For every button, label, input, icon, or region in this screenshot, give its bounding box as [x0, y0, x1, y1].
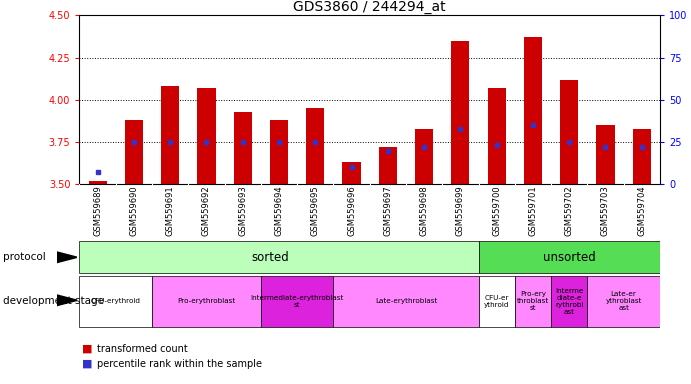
- Text: GSM559701: GSM559701: [529, 185, 538, 236]
- Title: GDS3860 / 244294_at: GDS3860 / 244294_at: [294, 0, 446, 14]
- Bar: [306, 108, 324, 184]
- Text: GSM559692: GSM559692: [202, 185, 211, 236]
- Text: GSM559693: GSM559693: [238, 185, 247, 236]
- Bar: [379, 147, 397, 184]
- Text: CFU-er
ythroid: CFU-er ythroid: [484, 295, 509, 308]
- Text: GSM559703: GSM559703: [601, 185, 610, 236]
- Text: protocol: protocol: [3, 252, 46, 262]
- Polygon shape: [57, 252, 77, 263]
- Bar: [451, 41, 469, 184]
- Bar: [343, 162, 361, 184]
- Bar: [633, 129, 651, 184]
- Text: GSM559697: GSM559697: [384, 185, 392, 236]
- Text: GSM559696: GSM559696: [347, 185, 356, 236]
- Bar: [596, 125, 614, 184]
- Bar: [478, 276, 515, 327]
- Text: GSM559704: GSM559704: [637, 185, 646, 236]
- Text: GSM559699: GSM559699: [456, 185, 465, 236]
- Bar: [488, 88, 506, 184]
- Bar: [270, 120, 288, 184]
- Bar: [79, 242, 478, 273]
- Text: GSM559690: GSM559690: [129, 185, 138, 236]
- Text: transformed count: transformed count: [97, 344, 187, 354]
- Text: Late-er
ythroblast
ast: Late-er ythroblast ast: [605, 291, 642, 311]
- Text: GSM559689: GSM559689: [93, 185, 102, 236]
- Text: GSM559700: GSM559700: [492, 185, 501, 236]
- Bar: [161, 86, 179, 184]
- Text: Pro-erythroblast: Pro-erythroblast: [178, 298, 236, 305]
- Text: development stage: development stage: [3, 296, 104, 306]
- Text: GSM559691: GSM559691: [166, 185, 175, 236]
- Bar: [79, 276, 152, 327]
- Bar: [524, 37, 542, 184]
- Bar: [587, 276, 660, 327]
- Bar: [333, 276, 478, 327]
- Text: Pro-ery
throblast
st: Pro-ery throblast st: [517, 291, 549, 311]
- Text: Late-erythroblast: Late-erythroblast: [375, 298, 437, 305]
- Text: percentile rank within the sample: percentile rank within the sample: [97, 359, 262, 369]
- Bar: [551, 276, 587, 327]
- Text: CFU-erythroid: CFU-erythroid: [91, 298, 141, 305]
- Text: GSM559695: GSM559695: [311, 185, 320, 236]
- Text: Intermediate-erythroblast
st: Intermediate-erythroblast st: [250, 295, 344, 308]
- Text: GSM559702: GSM559702: [565, 185, 574, 236]
- Polygon shape: [57, 295, 77, 306]
- Bar: [415, 129, 433, 184]
- Text: Interme
diate-e
rythrobl
ast: Interme diate-e rythrobl ast: [555, 288, 583, 315]
- Bar: [234, 112, 252, 184]
- Bar: [261, 276, 333, 327]
- Bar: [515, 276, 551, 327]
- Text: ■: ■: [82, 359, 92, 369]
- Text: sorted: sorted: [251, 251, 289, 264]
- Bar: [125, 120, 143, 184]
- Bar: [198, 88, 216, 184]
- Text: GSM559698: GSM559698: [419, 185, 428, 236]
- Text: ■: ■: [82, 344, 92, 354]
- Bar: [560, 79, 578, 184]
- Bar: [88, 181, 106, 184]
- Bar: [478, 242, 660, 273]
- Text: unsorted: unsorted: [543, 251, 596, 264]
- Bar: [152, 276, 261, 327]
- Text: GSM559694: GSM559694: [274, 185, 283, 236]
